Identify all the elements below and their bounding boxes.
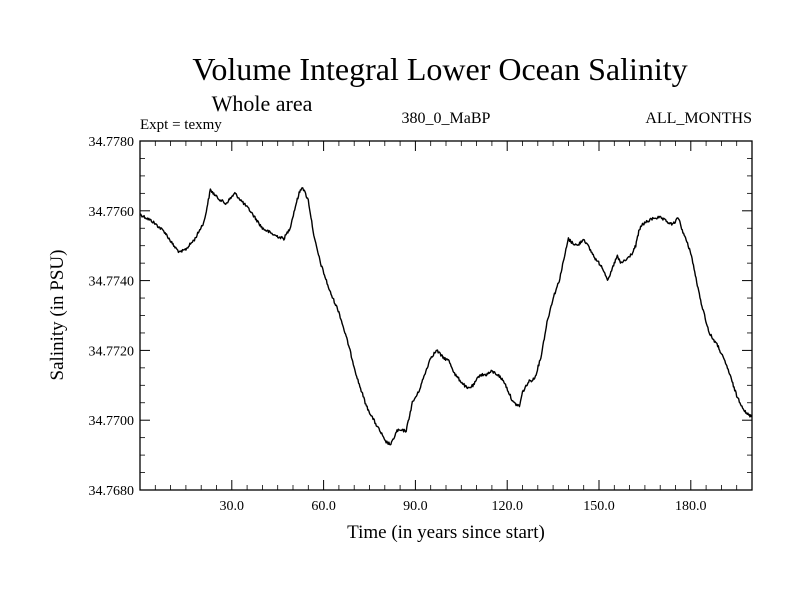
x-tick-label: 60.0: [311, 499, 336, 514]
y-tick-label: 34.7740: [89, 275, 135, 290]
x-tick-label: 120.0: [491, 499, 523, 514]
y-axis-label: Salinity (in PSU): [47, 250, 68, 381]
x-tick-label: 180.0: [675, 499, 707, 514]
y-tick-label: 34.7700: [89, 414, 135, 429]
axis-tick-labels: 30.0 60.0 90.0 120.0 150.0 180.0 34.7680 34.770…: [89, 135, 707, 514]
series-line-salinity: [139, 187, 753, 446]
chart-subtitle: Whole area: [212, 91, 313, 116]
experiment-label: Expt = texmy: [140, 117, 222, 133]
data-series: [139, 187, 753, 446]
period-label: 380_0_MaBP: [402, 110, 491, 127]
y-tick-label: 34.7680: [89, 484, 135, 499]
chart-title: Volume Integral Lower Ocean Salinity: [192, 51, 687, 87]
plot-frame: [139, 140, 753, 491]
x-tick-label: 150.0: [583, 499, 615, 514]
y-tick-label: 34.7720: [89, 344, 135, 359]
axis-ticks: [140, 140, 752, 491]
y-tick-label: 34.7780: [89, 135, 135, 150]
y-tick-label: 34.7760: [89, 205, 135, 220]
x-tick-label: 90.0: [403, 499, 428, 514]
months-label: ALL_MONTHS: [645, 110, 752, 127]
x-axis-label: Time (in years since start): [347, 522, 545, 543]
x-tick-label: 30.0: [220, 499, 245, 514]
